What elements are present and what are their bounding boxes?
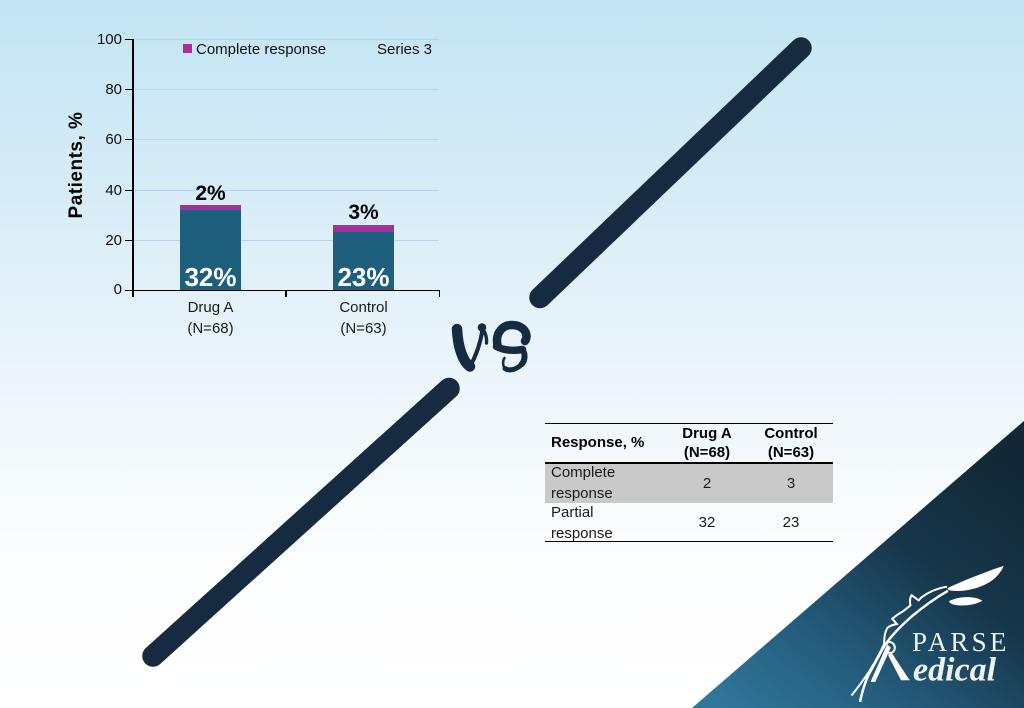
svg-text:PARSE: PARSE [912,627,1010,657]
svg-text:edical: edical [913,652,997,689]
